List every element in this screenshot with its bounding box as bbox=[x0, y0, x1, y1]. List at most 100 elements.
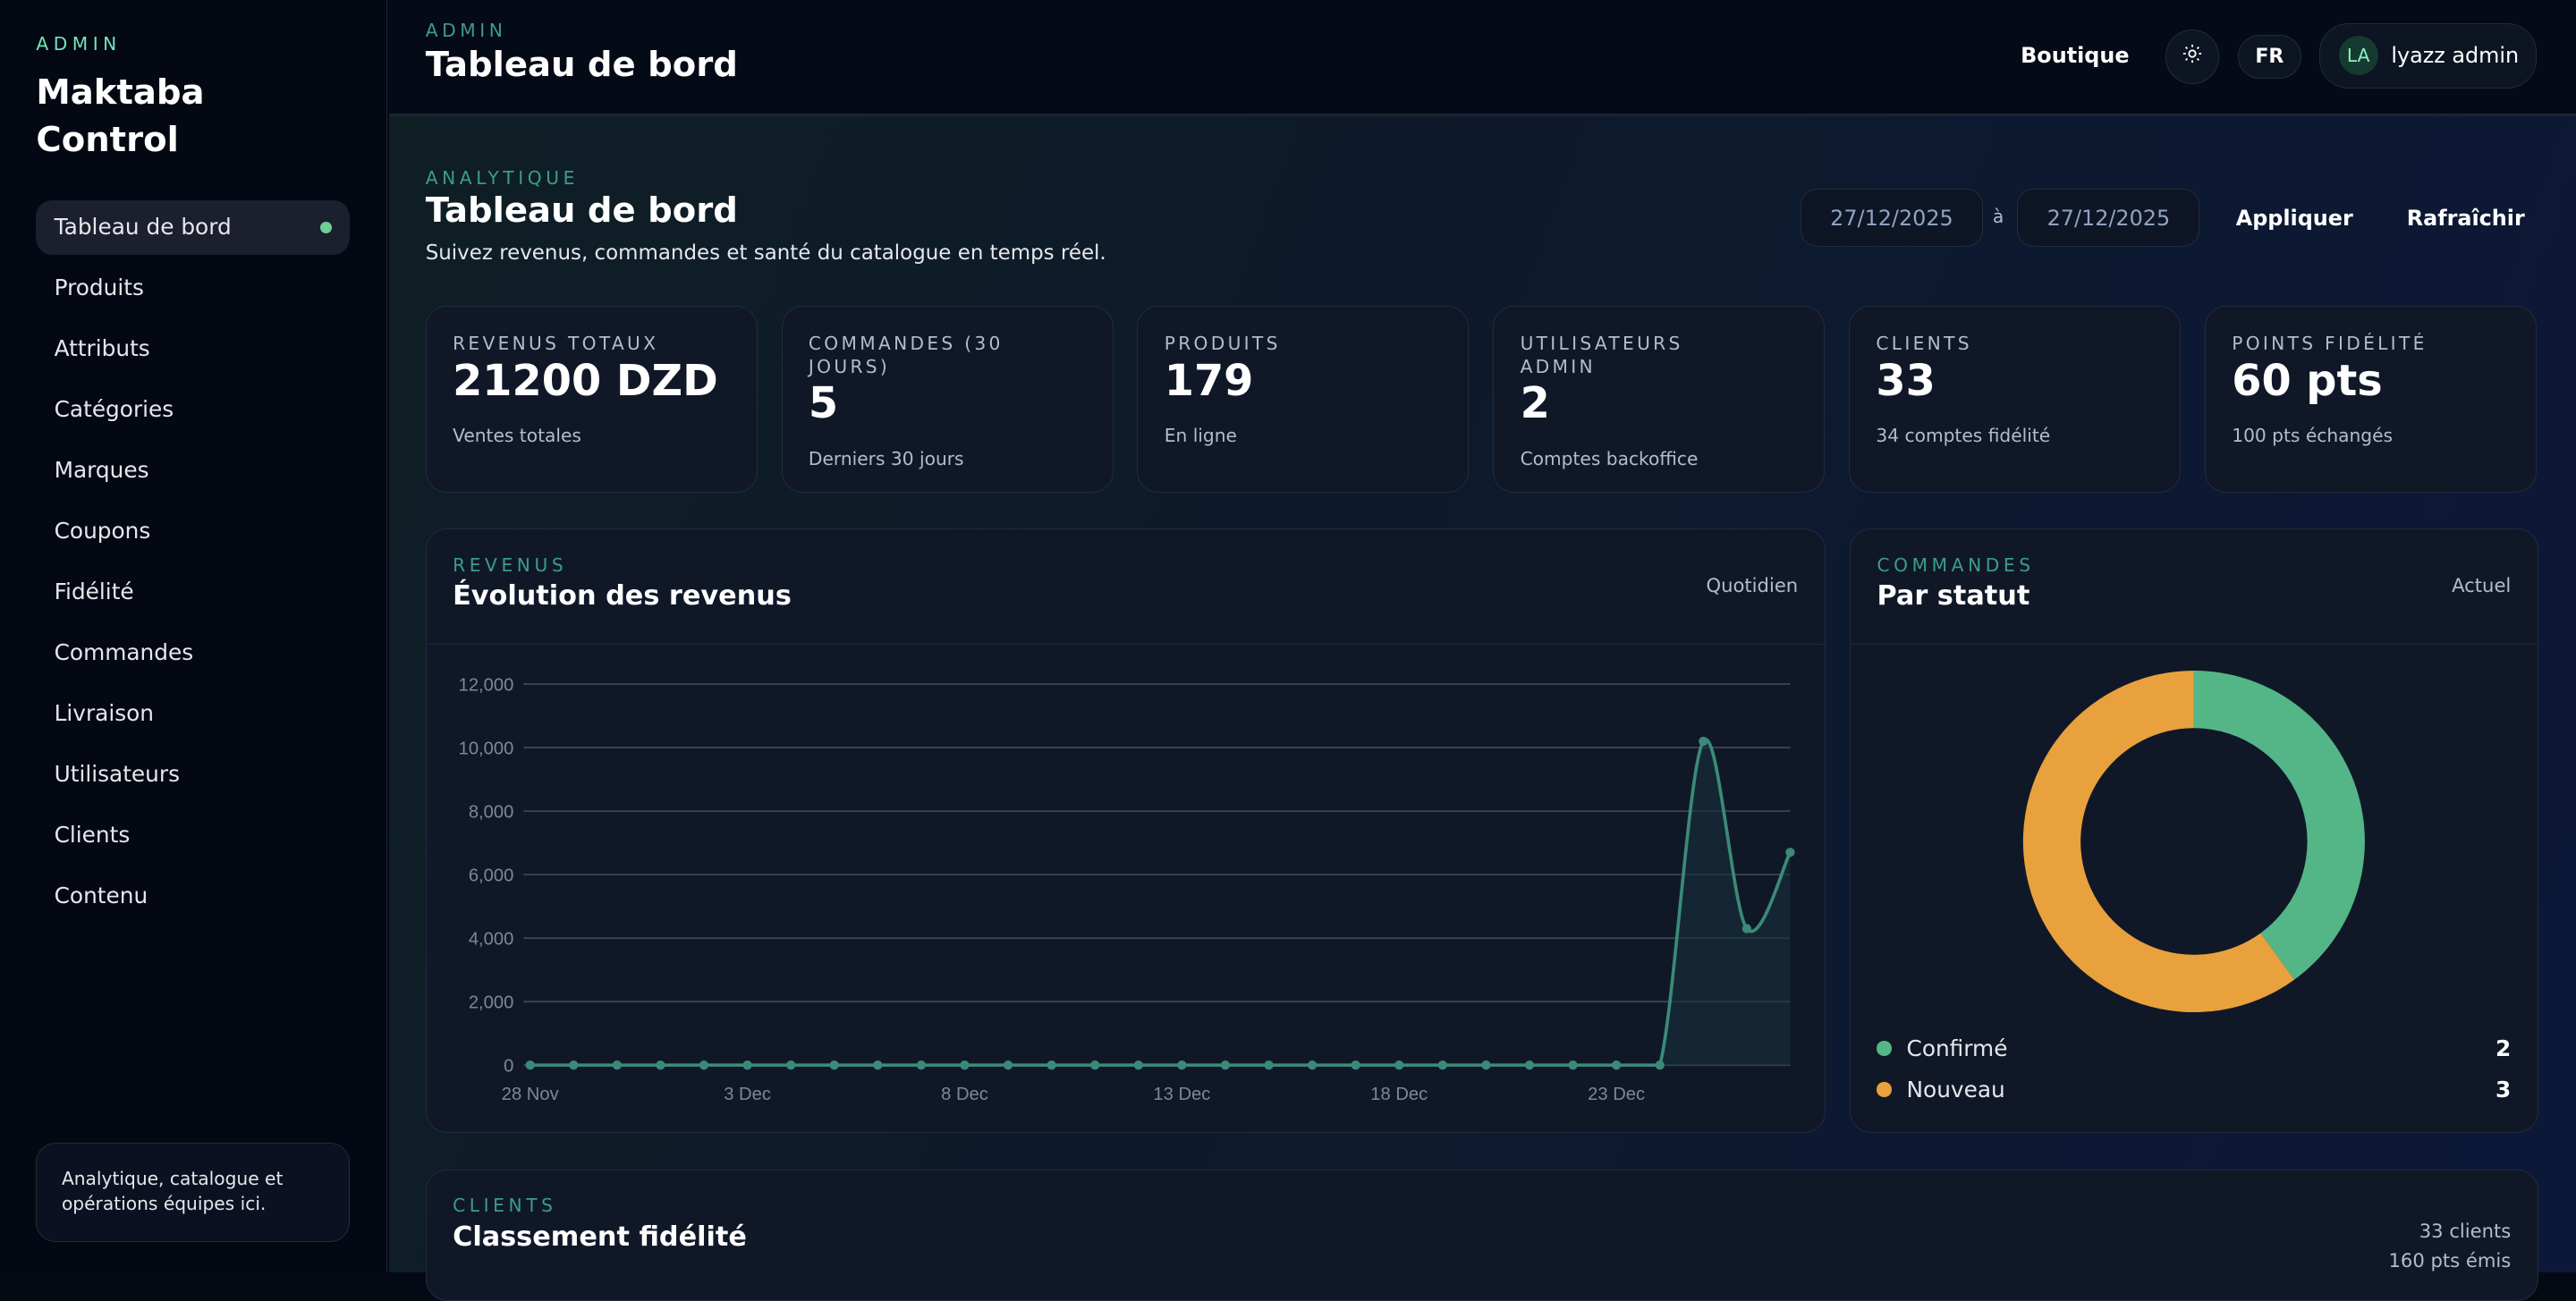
sidebar-item-label: Contenu bbox=[54, 882, 148, 908]
data-point[interactable] bbox=[1176, 1060, 1187, 1070]
data-point[interactable] bbox=[1568, 1060, 1578, 1070]
sidebar-item-marques[interactable]: Marques bbox=[36, 444, 350, 498]
data-point[interactable] bbox=[1611, 1060, 1621, 1070]
sidebar-item-label: Livraison bbox=[54, 699, 155, 726]
sidebar-kicker: ADMIN bbox=[36, 32, 122, 55]
boutique-link[interactable]: Boutique bbox=[2021, 42, 2130, 68]
user-name: lyazz admin bbox=[2391, 43, 2520, 69]
y-tick-label: 2,000 bbox=[469, 993, 514, 1012]
data-point[interactable] bbox=[829, 1060, 839, 1070]
data-point[interactable] bbox=[1655, 1060, 1665, 1070]
kpi-card: COMMANDES (30 JOURS) 5 Derniers 30 jours bbox=[781, 305, 1114, 493]
data-point[interactable] bbox=[742, 1060, 752, 1070]
sidebar-item-coupons[interactable]: Coupons bbox=[36, 504, 350, 559]
sidebar-item-livraison[interactable]: Livraison bbox=[36, 687, 350, 741]
page-title: Tableau de bord bbox=[425, 190, 738, 232]
data-point[interactable] bbox=[656, 1060, 665, 1070]
sidebar-item-tableau-de-bord[interactable]: Tableau de bord bbox=[36, 200, 351, 255]
data-point[interactable] bbox=[568, 1060, 579, 1070]
data-point[interactable] bbox=[785, 1060, 796, 1070]
data-point[interactable] bbox=[1698, 736, 1708, 747]
data-point[interactable] bbox=[916, 1060, 926, 1070]
date-to-input[interactable]: 27/12/2025 bbox=[2017, 189, 2200, 247]
x-tick-label: 28 Nov bbox=[501, 1085, 559, 1104]
data-point[interactable] bbox=[1351, 1060, 1360, 1070]
kpi-subtext: Derniers 30 jours bbox=[808, 447, 964, 469]
x-tick-label: 13 Dec bbox=[1153, 1085, 1210, 1104]
language-button[interactable]: FR bbox=[2237, 34, 2302, 80]
kpi-value: 60 pts bbox=[2232, 356, 2383, 406]
sidebar-item-commandes[interactable]: Commandes bbox=[36, 626, 350, 680]
kpi-label: PRODUITS bbox=[1164, 333, 1281, 354]
loyalty-card: CLIENTS Classement fidélité 33 clients 1… bbox=[425, 1169, 2538, 1301]
revenue-kicker: REVENUS bbox=[453, 553, 568, 576]
orders-title: Par statut bbox=[1877, 580, 2030, 612]
kpi-card: REVENUS TOTAUX 21200 DZD Ventes totales bbox=[425, 305, 758, 493]
data-point[interactable] bbox=[1307, 1060, 1317, 1070]
theme-toggle-button[interactable] bbox=[2165, 30, 2220, 84]
data-point[interactable] bbox=[1741, 924, 1751, 934]
orders-meta: Actuel bbox=[2452, 573, 2512, 596]
kpi-label: REVENUS TOTAUX bbox=[453, 333, 659, 354]
y-tick-label: 12,000 bbox=[458, 675, 513, 695]
data-point[interactable] bbox=[1480, 1060, 1491, 1070]
sidebar-item-fidelite[interactable]: Fidélité bbox=[36, 565, 350, 620]
data-point[interactable] bbox=[525, 1060, 535, 1070]
donut-slice-confirme[interactable] bbox=[2193, 671, 2365, 980]
x-tick-label: 3 Dec bbox=[724, 1085, 771, 1104]
kpi-card: POINTS FIDÉLITÉ 60 pts 100 pts échangés bbox=[2204, 305, 2537, 493]
refresh-button[interactable]: Rafraîchir bbox=[2406, 205, 2525, 231]
data-point[interactable] bbox=[1437, 1060, 1447, 1070]
kpi-card: UTILISATEURS ADMIN 2 Comptes backoffice bbox=[1493, 305, 1826, 493]
kpi-subtext: En ligne bbox=[1164, 424, 1237, 446]
apply-button[interactable]: Appliquer bbox=[2235, 205, 2353, 231]
sidebar-nav: Tableau de bord Produits Attributs Catégori… bbox=[36, 200, 351, 929]
user-menu[interactable]: LA lyazz admin bbox=[2319, 22, 2537, 89]
data-point[interactable] bbox=[699, 1060, 708, 1070]
page-subtitle: Suivez revenus, commandes et santé du ca… bbox=[425, 241, 1106, 265]
sidebar-item-produits[interactable]: Produits bbox=[36, 261, 350, 316]
data-point[interactable] bbox=[1220, 1060, 1230, 1070]
date-separator: à bbox=[1992, 205, 2004, 227]
date-from-input[interactable]: 27/12/2025 bbox=[1801, 189, 1983, 247]
data-point[interactable] bbox=[960, 1060, 970, 1070]
sidebar-item-label: Commandes bbox=[54, 638, 194, 665]
data-point[interactable] bbox=[612, 1060, 622, 1070]
data-point[interactable] bbox=[1046, 1060, 1056, 1070]
kpi-subtext: 100 pts échangés bbox=[2232, 424, 2394, 446]
data-point[interactable] bbox=[1003, 1060, 1013, 1070]
sidebar-item-categories[interactable]: Catégories bbox=[36, 383, 350, 437]
legend-value: 2 bbox=[2496, 1035, 2512, 1062]
kpi-value: 179 bbox=[1164, 356, 1254, 406]
sidebar-item-attributs[interactable]: Attributs bbox=[36, 322, 350, 376]
kpi-card: PRODUITS 179 En ligne bbox=[1137, 305, 1470, 493]
data-point[interactable] bbox=[1524, 1060, 1534, 1070]
sidebar-item-label: Catégories bbox=[54, 395, 174, 422]
data-point[interactable] bbox=[1264, 1060, 1274, 1070]
kpi-subtext: Comptes backoffice bbox=[1520, 447, 1699, 469]
data-point[interactable] bbox=[1785, 848, 1795, 857]
revenue-line bbox=[530, 738, 1792, 1068]
app-title: Maktaba Control bbox=[36, 72, 205, 161]
loyalty-title: Classement fidélité bbox=[453, 1221, 747, 1253]
kpi-subtext: Ventes totales bbox=[453, 424, 581, 446]
data-point[interactable] bbox=[872, 1060, 883, 1070]
sidebar-item-label: Produits bbox=[54, 275, 144, 301]
sidebar-item-clients[interactable]: Clients bbox=[36, 808, 350, 863]
legend-item: Nouveau 3 bbox=[1877, 1077, 2511, 1102]
sidebar-item-label: Marques bbox=[54, 456, 149, 483]
sidebar-item-utilisateurs[interactable]: Utilisateurs bbox=[36, 748, 350, 802]
loyalty-clients-count: 33 clients bbox=[2419, 1220, 2512, 1243]
data-point[interactable] bbox=[1394, 1060, 1404, 1070]
sidebar-item-contenu[interactable]: Contenu bbox=[36, 869, 350, 924]
y-tick-label: 0 bbox=[504, 1057, 513, 1077]
kpi-label: COMMANDES (30 JOURS) bbox=[808, 333, 1004, 377]
kpi-value: 2 bbox=[1520, 379, 1550, 429]
x-tick-label: 8 Dec bbox=[941, 1085, 988, 1104]
kpi-value: 33 bbox=[1876, 356, 1936, 406]
donut-slice-nouveau[interactable] bbox=[2022, 671, 2295, 1013]
data-point[interactable] bbox=[1133, 1060, 1143, 1070]
data-point[interactable] bbox=[1089, 1060, 1100, 1070]
sidebar-item-label: Fidélité bbox=[54, 578, 134, 604]
y-tick-label: 4,000 bbox=[469, 929, 514, 949]
